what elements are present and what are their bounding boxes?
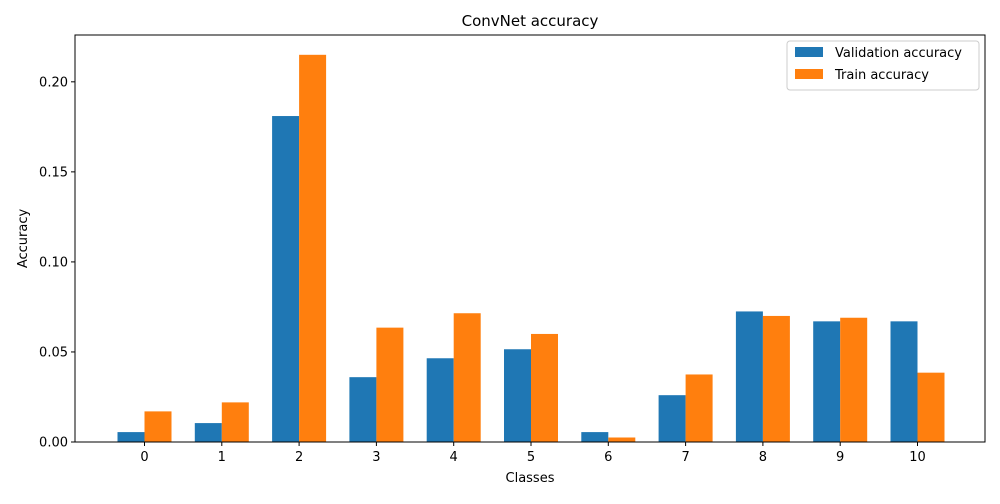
y-tick-label: 0.10: [39, 255, 68, 270]
y-tick-label: 0.05: [39, 345, 68, 360]
y-axis-label: Accuracy: [16, 209, 31, 269]
bar-train-3: [376, 327, 404, 442]
bar-validation-1: [194, 423, 222, 442]
bar-train-9: [840, 317, 868, 442]
legend-label-train: Train accuracy: [834, 68, 929, 83]
bar-train-2: [299, 54, 327, 443]
x-tick-label: 3: [372, 450, 380, 465]
bar-validation-7: [658, 395, 686, 442]
bar-train-10: [917, 372, 945, 442]
y-tick-label: 0.15: [39, 165, 68, 180]
bar-validation-8: [735, 311, 763, 442]
bar-train-1: [221, 402, 249, 442]
plot-frame: [74, 34, 986, 443]
chart-title: ConvNet accuracy: [462, 12, 599, 30]
bar-train-0: [144, 411, 172, 442]
legend-frame: [786, 40, 980, 91]
legend-swatch-train: [795, 69, 823, 79]
bars-group: [117, 54, 945, 443]
bar-validation-4: [426, 358, 454, 442]
y-tick-label: 0.00: [39, 436, 68, 451]
bar-train-8: [762, 315, 790, 442]
bar-validation-5: [504, 349, 531, 442]
bar-validation-0: [117, 432, 145, 442]
x-tick-label: 8: [759, 450, 767, 465]
bar-validation-9: [813, 321, 841, 442]
x-axis: 0 1 2 3 4 5 6 7 8 9 10: [140, 442, 926, 465]
y-axis: 0.00 0.05 0.10 0.15 0.20: [39, 75, 75, 451]
x-tick-label: 2: [295, 450, 303, 465]
x-tick-label: 0: [140, 450, 148, 465]
x-tick-label: 10: [909, 450, 926, 465]
x-tick-label: 6: [604, 450, 612, 465]
x-tick-label: 5: [527, 450, 535, 465]
bar-train-6: [608, 437, 636, 442]
bar-validation-3: [349, 377, 377, 442]
bar-train-4: [453, 313, 481, 442]
bar-train-5: [531, 333, 558, 442]
x-tick-label: 4: [450, 450, 458, 465]
legend: Validation accuracy Train accuracy: [786, 40, 980, 91]
x-tick-label: 7: [681, 450, 689, 465]
legend-label-validation: Validation accuracy: [835, 46, 962, 61]
bar-validation-2: [272, 116, 300, 442]
bar-train-7: [685, 374, 713, 442]
x-tick-label: 1: [218, 450, 226, 465]
x-tick-label: 9: [836, 450, 844, 465]
bar-validation-10: [890, 321, 918, 442]
x-axis-label: Classes: [506, 471, 555, 486]
y-tick-label: 0.20: [39, 75, 68, 90]
legend-swatch-validation: [795, 47, 823, 57]
bar-validation-6: [581, 432, 609, 442]
